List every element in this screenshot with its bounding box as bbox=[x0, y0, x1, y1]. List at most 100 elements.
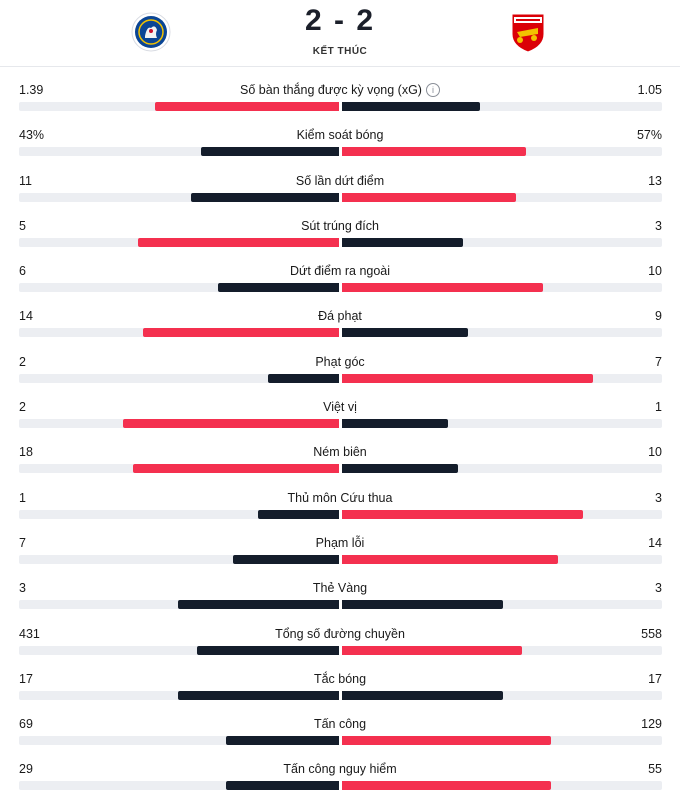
away-stat-value: 9 bbox=[655, 309, 662, 324]
home-stat-value: 5 bbox=[19, 218, 26, 233]
stat-label: Ném biên bbox=[0, 445, 680, 459]
away-stat-bar bbox=[342, 645, 522, 655]
away-stat-track bbox=[342, 102, 662, 111]
away-stat-track bbox=[342, 328, 662, 338]
home-stat-bar bbox=[123, 419, 339, 429]
away-stat-value: 3 bbox=[655, 490, 662, 505]
home-stat-bar bbox=[138, 237, 339, 247]
stat-label: Số bàn thắng được kỳ vọng (xG) i bbox=[0, 83, 680, 97]
stat-label-text: Kiểm soát bóng bbox=[296, 128, 384, 143]
home-stat-value: 1.39 bbox=[19, 83, 44, 97]
away-stat-value: 10 bbox=[648, 445, 662, 460]
home-stat-bar bbox=[178, 690, 339, 700]
home-stat-track bbox=[19, 102, 339, 111]
home-stat-track bbox=[19, 237, 339, 247]
away-stat-bar bbox=[342, 736, 551, 746]
away-stat-track bbox=[342, 736, 662, 746]
away-stat-value: 13 bbox=[648, 173, 662, 188]
home-stat-value: 11 bbox=[19, 173, 32, 188]
home-stat-track bbox=[19, 192, 339, 202]
stat-row: 1 Thủ môn Cứu thua 3 bbox=[0, 475, 680, 520]
stat-label: Tấn công bbox=[0, 717, 680, 731]
stat-label: Thẻ Vàng bbox=[0, 581, 680, 595]
home-stat-track bbox=[19, 373, 339, 383]
home-stat-bar bbox=[258, 509, 339, 519]
stat-label-text: Số bàn thắng được kỳ vọng (xG) bbox=[240, 83, 422, 97]
home-stat-track bbox=[19, 283, 339, 293]
stat-label-text: Sút trúng đích bbox=[301, 218, 379, 233]
home-stat-bar bbox=[191, 192, 339, 202]
away-stat-bar bbox=[342, 373, 593, 383]
home-stat-value: 14 bbox=[19, 309, 33, 324]
home-stat-bar bbox=[218, 283, 339, 293]
stat-label: Tấn công nguy hiểm bbox=[0, 762, 680, 776]
stat-row: 11 Số lần dứt điểm 13 bbox=[0, 158, 680, 203]
away-stat-bar bbox=[342, 192, 516, 202]
away-stat-value: 129 bbox=[641, 717, 662, 732]
stat-label-text: Phạm lỗi bbox=[315, 535, 365, 550]
away-stat-value: 10 bbox=[648, 264, 662, 279]
away-stat-value: 57% bbox=[636, 128, 662, 143]
stat-label-text: Thủ môn Cứu thua bbox=[287, 490, 393, 505]
home-stat-bar bbox=[226, 781, 339, 791]
home-stat-bar bbox=[155, 102, 339, 111]
home-stat-track bbox=[19, 781, 339, 791]
away-stat-track bbox=[342, 373, 662, 383]
away-stat-value: 7 bbox=[655, 354, 662, 369]
home-stat-value: 3 bbox=[19, 581, 26, 596]
stat-label-text: Tắc bóng bbox=[313, 671, 367, 686]
home-stat-value: 6 bbox=[19, 264, 26, 279]
stat-label: Phạt góc bbox=[0, 355, 680, 369]
away-stat-bar bbox=[342, 283, 543, 293]
stat-label: Phạm lỗi bbox=[0, 536, 680, 550]
away-stat-value: 17 bbox=[648, 671, 662, 686]
home-stat-bar bbox=[197, 645, 339, 655]
away-stat-bar bbox=[342, 464, 458, 474]
away-stat-bar bbox=[342, 554, 558, 564]
match-header: 2 - 2 KẾT THÚC bbox=[0, 0, 680, 66]
away-stat-bar bbox=[342, 600, 503, 610]
stat-row: 2 Việt vị 1 bbox=[0, 384, 680, 429]
away-stat-value: 14 bbox=[648, 535, 662, 550]
stat-label-text: Ném biên bbox=[313, 445, 367, 460]
home-stat-track bbox=[19, 328, 339, 338]
home-stat-track bbox=[19, 736, 339, 746]
stat-row: 7 Phạm lỗi 14 bbox=[0, 520, 680, 565]
chelsea-crest-icon[interactable] bbox=[131, 10, 171, 54]
away-stat-bar bbox=[342, 419, 448, 429]
away-stat-track bbox=[342, 419, 662, 429]
stat-label: Dứt điểm ra ngoài bbox=[0, 264, 680, 278]
away-stat-track bbox=[342, 464, 662, 474]
home-stat-value: 43% bbox=[19, 128, 45, 143]
stat-label: Việt vị bbox=[0, 400, 680, 414]
info-icon[interactable]: i bbox=[425, 83, 440, 97]
stat-label-text: Đá phạt bbox=[318, 309, 362, 324]
away-stat-bar bbox=[342, 328, 468, 338]
away-stat-track bbox=[342, 147, 662, 157]
home-stat-track bbox=[19, 554, 339, 564]
stat-row: 5 Sút trúng đích 3 bbox=[0, 203, 680, 248]
home-stat-track bbox=[19, 147, 339, 157]
home-stat-bar bbox=[178, 600, 339, 610]
stat-row: 1.39 Số bàn thắng được kỳ vọng (xG) i 1.05 bbox=[0, 67, 680, 112]
away-stat-bar bbox=[342, 147, 526, 157]
stat-row: 29 Tấn công nguy hiểm 55 bbox=[0, 746, 680, 791]
away-stat-value: 1.05 bbox=[637, 83, 662, 97]
arsenal-crest-icon[interactable] bbox=[508, 10, 548, 54]
stat-label: Tắc bóng bbox=[0, 672, 680, 686]
match-score: 2 - 2 bbox=[304, 4, 376, 37]
away-stat-track bbox=[342, 192, 662, 202]
stat-label-text: Số lần dứt điểm bbox=[295, 173, 385, 188]
away-stat-bar bbox=[342, 690, 503, 700]
stat-label-text: Tấn công nguy hiểm bbox=[283, 762, 397, 777]
away-stat-value: 3 bbox=[655, 581, 662, 596]
home-stat-track bbox=[19, 419, 339, 429]
home-stat-value: 18 bbox=[19, 445, 33, 460]
home-stat-value: 17 bbox=[19, 671, 33, 686]
home-stat-value: 29 bbox=[19, 762, 33, 777]
home-stat-bar bbox=[143, 328, 339, 338]
away-stat-bar bbox=[342, 102, 480, 111]
stat-row: 2 Phạt góc 7 bbox=[0, 339, 680, 384]
stat-label: Sút trúng đích bbox=[0, 219, 680, 233]
stat-label-text: Phạt góc bbox=[315, 354, 365, 369]
